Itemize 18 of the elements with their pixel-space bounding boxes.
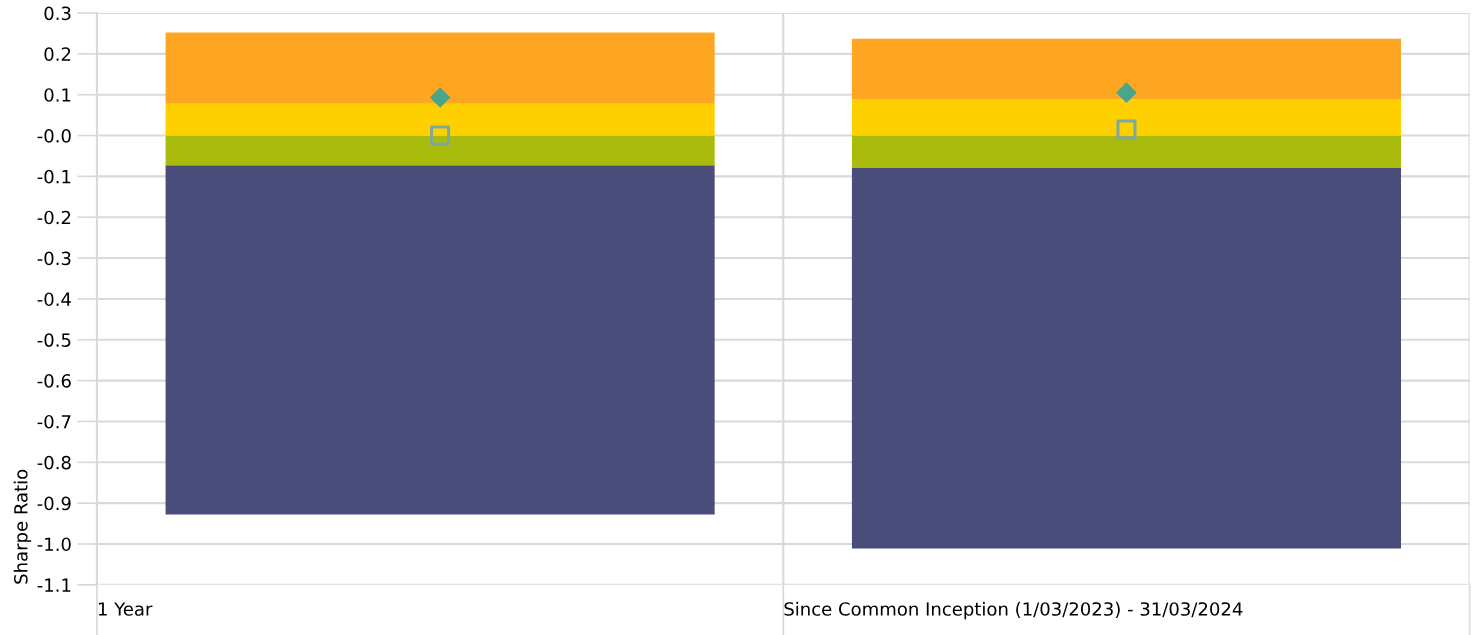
y-tick-label: -0.8: [37, 455, 71, 470]
y-tick-label: -1.1: [37, 578, 71, 592]
y-tick-label: -0.1: [37, 169, 71, 184]
y-tick-label: -0.5: [37, 333, 71, 347]
y-axis-title: Sharpe Ratio: [13, 469, 32, 584]
y-tick-label: 0.2: [44, 47, 71, 61]
y-tick-label: -0.7: [37, 414, 71, 429]
y-tick-label: -0.3: [37, 251, 71, 266]
y-tick-label: -1.0: [37, 537, 71, 552]
y-tick-label: -0.0: [37, 129, 71, 143]
y-tick-label: -0.9: [37, 496, 71, 511]
x-tick-label: 1 Year: [98, 602, 153, 616]
y-tick-label: 0.3: [44, 6, 71, 21]
y-tick-label: 0.1: [44, 88, 71, 102]
y-tick-label: -0.4: [37, 292, 71, 307]
x-tick-label: Since Common Inception (1/03/2023) - 31/03/2024: [784, 601, 1243, 620]
y-tick-label: -0.2: [37, 210, 71, 225]
y-tick-label: -0.6: [37, 374, 71, 388]
